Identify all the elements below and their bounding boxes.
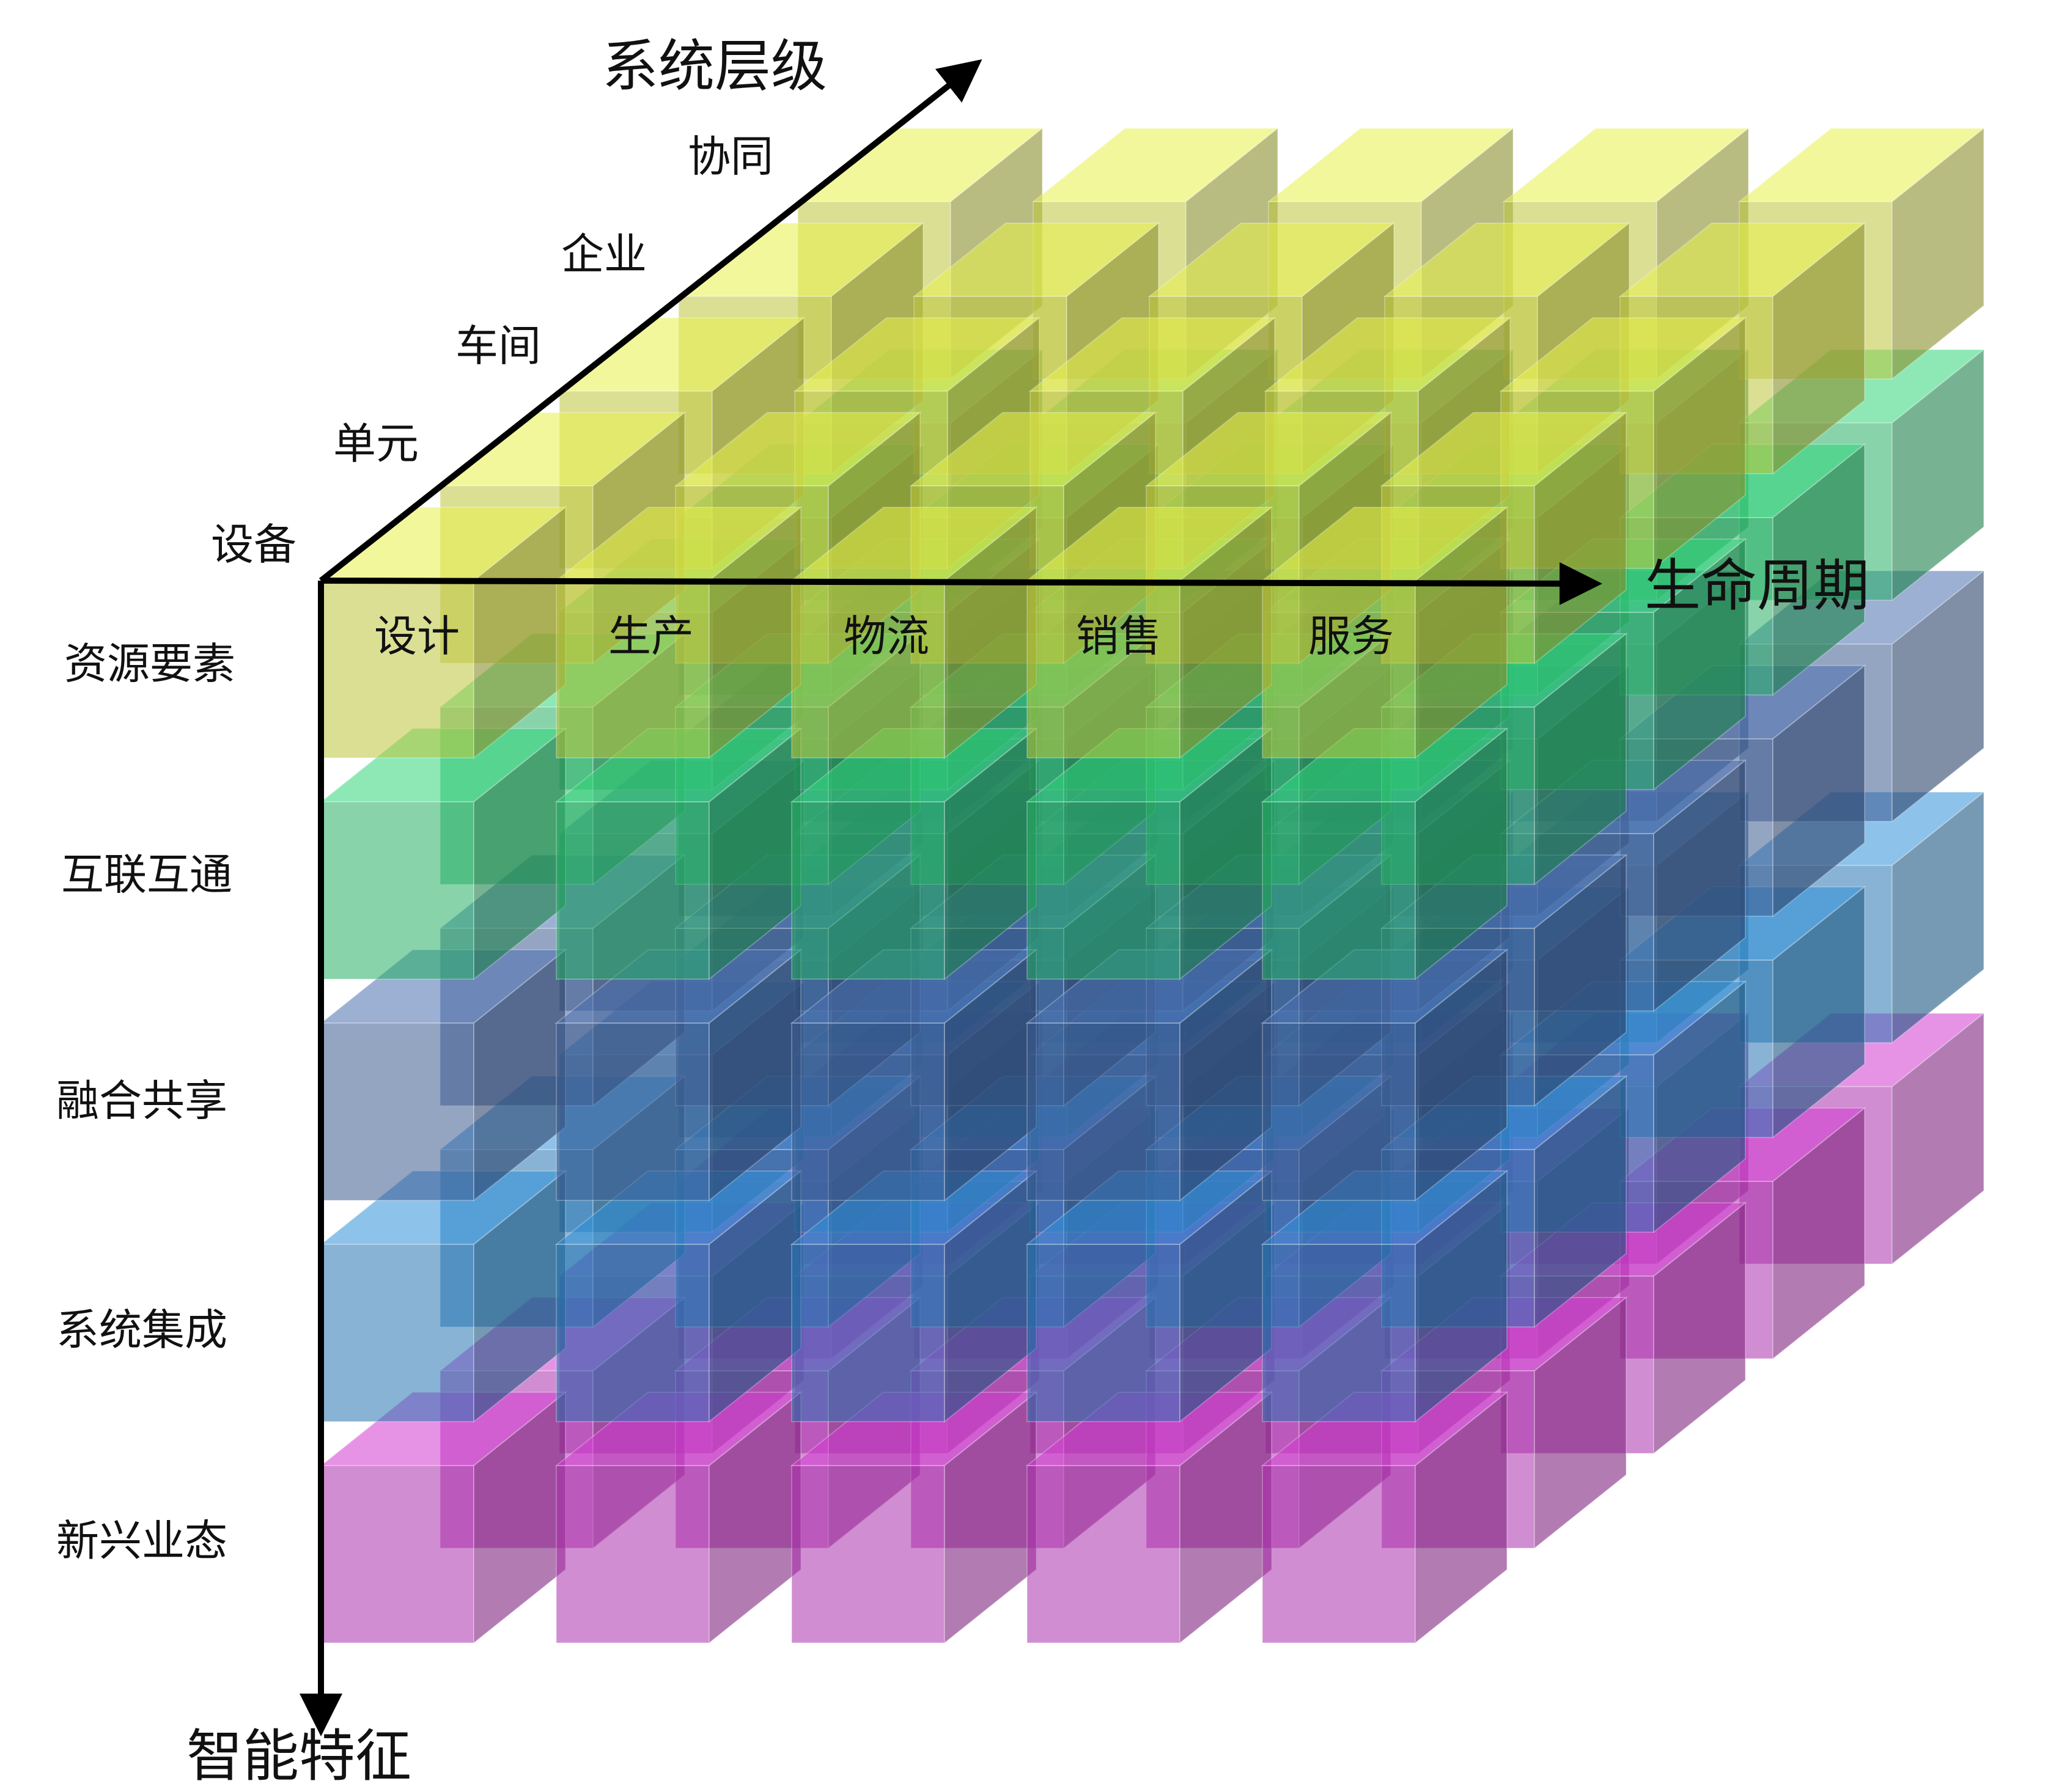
- system-level-axis-title: 系统层级: [602, 34, 827, 99]
- cube-block-l0-c0-d0-front: [320, 580, 474, 758]
- life-cycle-label-sales: 销售: [1076, 611, 1162, 661]
- cube-block-l4-c4-d0-front: [1262, 1465, 1416, 1643]
- cube-block-l3-c1-d0-front: [556, 1244, 710, 1422]
- cube-block-l1-c4-d0-front: [1262, 801, 1416, 980]
- system-level-label-equipment: 设备: [211, 520, 297, 570]
- system-level-axis: [319, 59, 982, 583]
- cube-block-l4-c4-d0-side: [1415, 1390, 1508, 1645]
- intelligence-label-interconnection: 互联互通: [61, 850, 232, 900]
- cube-block-l2-c4-d2-side: [1653, 758, 1746, 1013]
- life-cycle-label-logistics: 物流: [844, 611, 929, 661]
- intelligence-axis-title: 智能特征: [186, 1724, 411, 1789]
- cube-block-l3-c0-d0-front: [320, 1244, 474, 1422]
- life-cycle-axis-title: 生命周期: [1645, 553, 1869, 619]
- system-level-label-unit: 单元: [333, 419, 419, 469]
- cube-block-l2-c4-d4-side: [1891, 569, 1984, 823]
- cube-block-l2-c3-d0-front: [1026, 1023, 1181, 1201]
- cube-block-l0-c1-d0-front: [556, 580, 710, 758]
- axes: [300, 59, 1602, 1736]
- cube-block-l4-c4-d2-side: [1653, 1201, 1746, 1455]
- cube-block-l3-c4-d3-side: [1772, 885, 1865, 1139]
- cube-block-l2-c4-d1-side: [1534, 853, 1627, 1107]
- cube-block-l1-c3-d0-front: [1026, 801, 1181, 980]
- cube-block-l4-c4-d3-side: [1772, 1106, 1865, 1361]
- life-cycle-label-production: 生产: [608, 611, 694, 661]
- cube-block-l1-c2-d0-front: [791, 801, 945, 980]
- cube-block-l3-c4-d2-side: [1653, 980, 1746, 1234]
- cube-block-l0-c4-d0-side: [1415, 505, 1508, 760]
- cube-block-l0-c2-d0-front: [791, 580, 945, 758]
- cube-block-l3-c4-d0-front: [1262, 1244, 1416, 1422]
- cube-block-l3-c4-d0-side: [1415, 1169, 1508, 1423]
- cube-block-l2-c2-d0-front: [791, 1023, 945, 1201]
- cube-block-l1-c4-d2-side: [1653, 537, 1746, 791]
- intelligence-label-integration: 系统集成: [56, 1305, 227, 1355]
- cube-block-l1-c1-d0-front: [556, 801, 710, 980]
- cube-block-l4-c3-d0-front: [1026, 1465, 1181, 1643]
- cube-block-l4-c2-d0-front: [791, 1465, 945, 1643]
- cube-block-l0-c4-d0-front: [1262, 580, 1416, 758]
- cube-block-l3-c3-d0-front: [1026, 1244, 1181, 1422]
- system-level-label-workshop: 车间: [455, 321, 541, 371]
- cube-block-l4-c4-d4-side: [1891, 1012, 1984, 1266]
- cube-block-l1-c4-d3-side: [1772, 442, 1865, 697]
- cube-block-l4-c1-d0-front: [556, 1465, 710, 1643]
- intelligence-label-fusion: 融合共享: [56, 1076, 227, 1126]
- cube-block-l0-c4-d4-side: [1891, 127, 1984, 381]
- cube-blocks: [319, 127, 1986, 1645]
- intelligence-label-resources: 资源要素: [64, 639, 235, 689]
- cube-block-l1-c0-d0-front: [320, 801, 474, 980]
- life-cycle-axis: [320, 562, 1602, 605]
- intelligence-label-new-business: 新兴业态: [56, 1516, 227, 1566]
- cube-block-l0-c4-d3-side: [1772, 221, 1865, 476]
- cube-block-l2-c1-d0-front: [556, 1023, 710, 1201]
- cube-block-l2-c4-d0-front: [1262, 1023, 1416, 1201]
- cube-block-l1-c4-d1-side: [1534, 632, 1627, 886]
- system-level-label-enterprise: 企业: [561, 229, 647, 279]
- cube-block-l2-c0-d0-front: [320, 1023, 474, 1201]
- cube-block-l2-c4-d0-side: [1415, 948, 1508, 1202]
- cube-block-l4-c0-d0-front: [320, 1465, 474, 1643]
- cube-block-l1-c4-d0-side: [1415, 727, 1508, 981]
- life-cycle-label-service: 服务: [1308, 611, 1394, 661]
- cube-block-l4-c4-d1-side: [1534, 1296, 1627, 1550]
- cube-block-l2-c4-d3-side: [1772, 664, 1865, 918]
- cube-block-l3-c4-d4-side: [1891, 790, 1984, 1045]
- cube-block-l1-c4-d4-side: [1891, 348, 1984, 602]
- cube-block-l3-c2-d0-front: [791, 1244, 945, 1422]
- cube-block-l0-c4-d1-side: [1534, 411, 1627, 665]
- cube-block-l0-c3-d0-front: [1026, 580, 1181, 758]
- system-level-label-collaboration: 协同: [688, 131, 773, 182]
- life-cycle-label-design: 设计: [374, 611, 460, 661]
- cube-block-l3-c4-d1-side: [1534, 1074, 1627, 1329]
- cube-block-l0-c4-d2-side: [1653, 316, 1746, 570]
